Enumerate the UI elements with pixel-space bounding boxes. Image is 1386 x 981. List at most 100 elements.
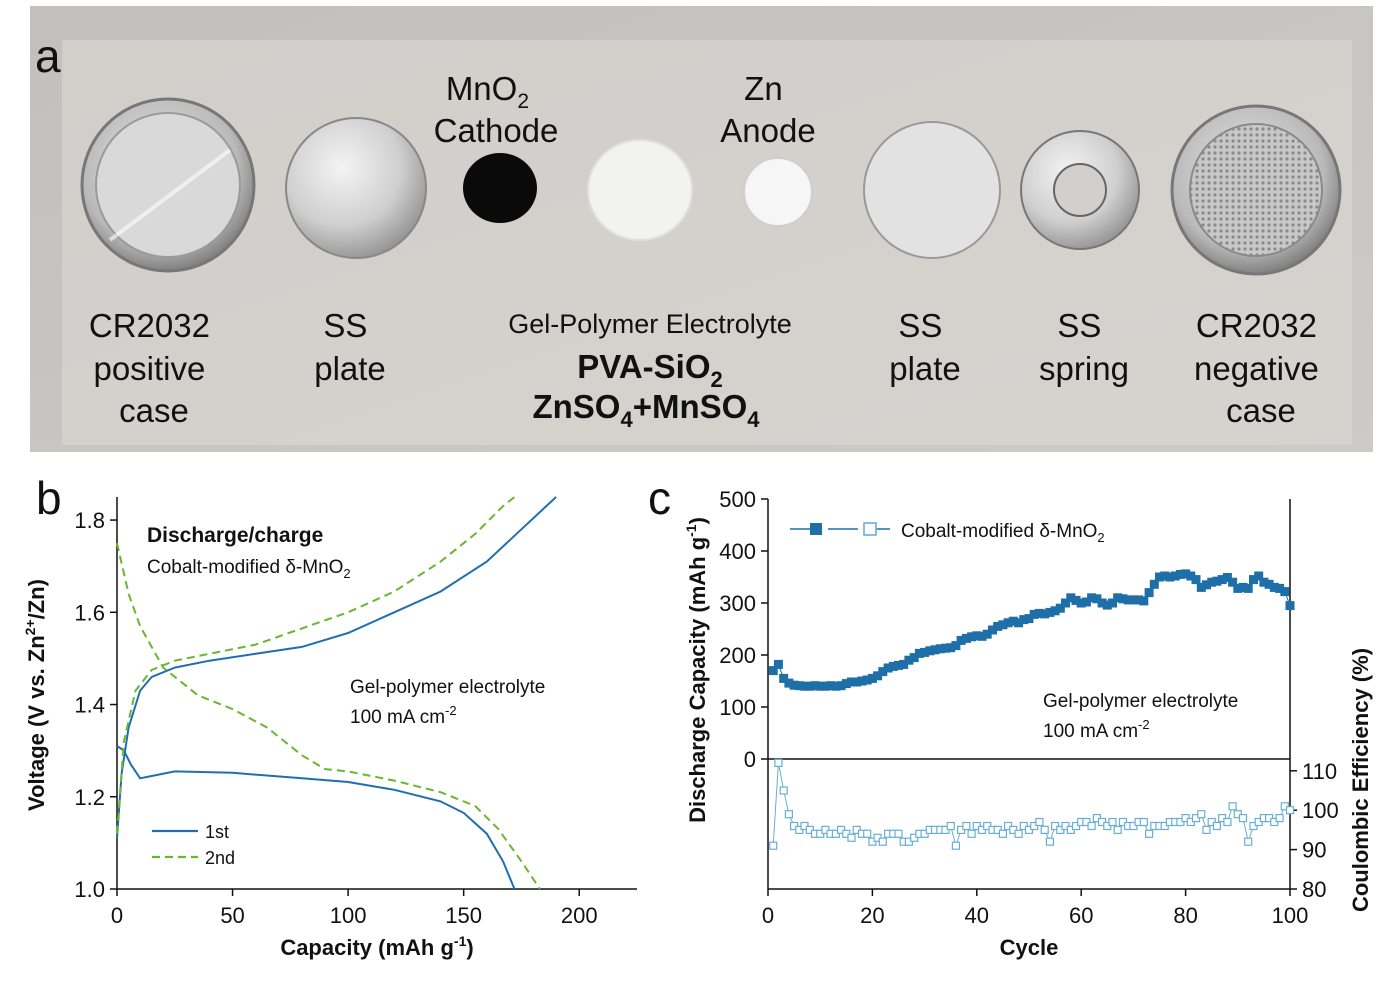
capacity-point	[888, 661, 898, 671]
chart-c-efficiency-tick-label: 90	[1302, 838, 1326, 863]
capacity-series-line	[772, 573, 1291, 687]
efficiency-point	[1275, 813, 1284, 823]
chart-c-annotation-line2: 100 mA cm-2	[1043, 717, 1150, 742]
chart-b-title: Discharge/charge	[147, 524, 323, 547]
efficiency-point	[1014, 829, 1023, 838]
capacity-point	[1045, 607, 1055, 617]
capacity-point	[1207, 577, 1217, 587]
capacity-point	[1144, 588, 1154, 598]
legend-item-1st: 1st	[205, 822, 229, 842]
capacity-point	[1134, 595, 1144, 605]
capacity-point	[1191, 575, 1201, 585]
capacity-point	[982, 629, 992, 639]
capacity-point	[1087, 593, 1097, 603]
capacity-point	[784, 678, 794, 688]
chart-b-y-tick-label: 1.0	[74, 877, 105, 902]
chart-c-right-y-axis-title: Coulombic Efficiency (%)	[1348, 648, 1373, 912]
chart-c-capacity-tick-label: 400	[719, 539, 756, 564]
chart-c-efficiency-tick-label: 110	[1302, 759, 1337, 784]
ss-plate-photo-1	[285, 117, 427, 259]
capacity-point	[1228, 577, 1238, 587]
efficiency-point	[774, 758, 783, 768]
capacity-point	[1040, 609, 1050, 619]
chart-b-y-axis-title: Voltage (V vs. Zn2+/Zn)	[22, 579, 49, 811]
label-positive-case: CR2032 positive case	[89, 307, 219, 429]
capacity-point	[1212, 576, 1222, 586]
separator-disc-photo	[587, 139, 693, 241]
chart-c-efficiency-tick-label: 80	[1302, 877, 1326, 902]
capacity-point	[1029, 609, 1039, 619]
legend-filled-square-icon	[810, 523, 822, 535]
series-2nd-charge-line	[116, 496, 516, 834]
chart-b-annotation-line2: 100 mA cm-2	[350, 703, 457, 728]
efficiency-point	[1108, 817, 1117, 827]
chart-c-x-tick-label: 60	[1069, 903, 1093, 928]
chart-c-series	[768, 569, 1295, 850]
chart-c-x-tick-label: 100	[1272, 903, 1309, 928]
efficiency-point	[1244, 837, 1253, 846]
capacity-point	[930, 645, 940, 655]
label-zn-anode: Zn Anode	[720, 70, 815, 149]
label-ss-plate-2: SS plate	[889, 307, 961, 387]
chart-b-annotation-line1: Gel-polymer electrolyte	[350, 677, 545, 698]
capacity-point	[841, 679, 851, 689]
capacity-point	[862, 675, 872, 685]
capacity-point	[847, 677, 856, 687]
chart-b-y-tick-label: 1.4	[74, 693, 105, 718]
capacity-point	[1186, 571, 1196, 581]
efficiency-point	[1087, 821, 1096, 831]
chart-c-x-axis-title: Cycle	[1000, 935, 1059, 960]
capacity-point	[1139, 596, 1149, 606]
capacity-point	[831, 681, 841, 691]
efficiency-point	[1144, 829, 1154, 838]
capacity-point	[951, 641, 961, 651]
chart-b-x-tick-label: 0	[111, 903, 123, 928]
efficiency-point	[1139, 817, 1148, 827]
efficiency-point	[1040, 825, 1049, 835]
capacity-point	[1055, 603, 1065, 613]
capacity-point	[1259, 577, 1269, 587]
capacity-point	[1081, 597, 1091, 607]
label-electrolyte-polymer: PVA-SiO2	[577, 348, 723, 392]
capacity-point	[988, 625, 997, 635]
efficiency-point	[1035, 817, 1044, 827]
capacity-point	[794, 681, 804, 691]
efficiency-point	[1223, 817, 1232, 827]
capacity-point	[1285, 601, 1295, 611]
capacity-point	[961, 633, 971, 643]
capacity-point	[779, 673, 789, 683]
capacity-point	[998, 620, 1008, 630]
capacity-point	[925, 646, 935, 656]
capacity-point	[993, 621, 1003, 631]
chart-b-y-tick-label: 1.8	[74, 508, 105, 533]
paper-sheet	[62, 40, 1352, 445]
capacity-point	[1238, 582, 1248, 592]
efficiency-point	[967, 829, 976, 838]
capacity-point	[904, 655, 914, 665]
negative-case-photo	[1170, 104, 1342, 276]
capacity-point	[805, 681, 815, 691]
capacity-point	[894, 660, 903, 670]
label-electrolyte-salts: ZnSO4+MnSO4	[532, 388, 760, 432]
capacity-point	[1269, 582, 1279, 592]
capacity-point	[1092, 594, 1102, 604]
capacity-point	[1019, 615, 1029, 625]
chart-b-x-tick-label: 50	[220, 903, 244, 928]
efficiency-point	[784, 810, 794, 819]
chart-b-axes: 0 50 100 150 200 1.0 1.2 1.4 1.6 1.8	[74, 497, 637, 928]
chart-c-legend: Cobalt-modified δ-MnO2	[790, 521, 1105, 545]
chart-b-x-axis-title: Capacity (mAh g-1)	[280, 933, 473, 960]
capacity-point	[920, 647, 930, 657]
capacity-point	[956, 635, 966, 645]
panel-c: c 0 20 40 60 80 10001002003004005008090100110…	[648, 472, 1373, 960]
capacity-point	[836, 681, 846, 691]
chart-c-x-tick-label: 20	[860, 903, 884, 928]
chart-b-subtitle: Cobalt-modified δ-MnO2	[147, 557, 351, 581]
capacity-point	[1118, 594, 1128, 604]
efficiency-point	[1113, 825, 1122, 835]
capacity-point	[768, 666, 778, 676]
capacity-point	[867, 673, 877, 683]
efficiency-point	[847, 833, 856, 842]
efficiency-point	[769, 841, 778, 850]
capacity-point	[1097, 598, 1107, 608]
